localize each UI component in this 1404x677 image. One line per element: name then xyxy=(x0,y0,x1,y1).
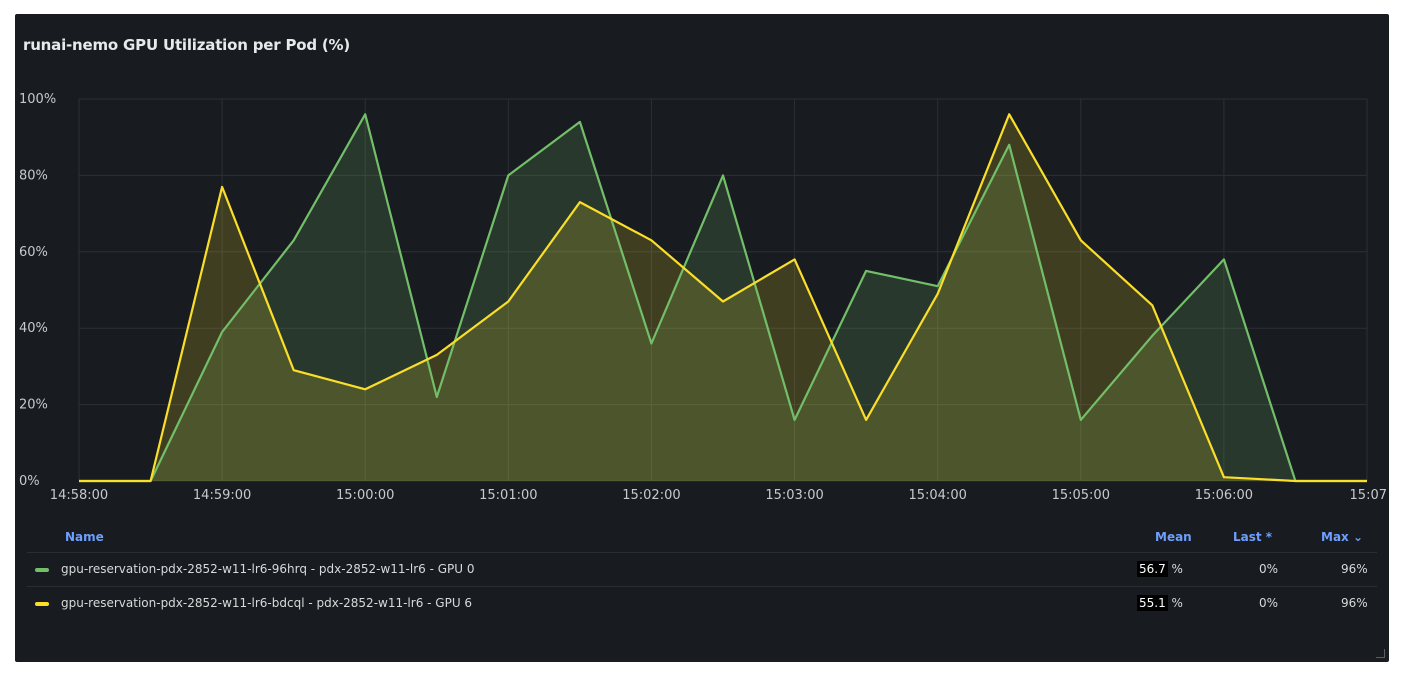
y-tick-label: 20% xyxy=(19,398,48,413)
x-tick-label: 15:03:00 xyxy=(765,488,823,503)
legend-last-value: 0% xyxy=(1259,562,1279,576)
y-axis-ticks: 0% 20% 40% 60% 80% 100% xyxy=(19,92,56,489)
legend-last-value: 0% xyxy=(1259,596,1279,610)
panel-resize-handle[interactable] xyxy=(1376,649,1385,658)
legend-header-last[interactable]: Last * xyxy=(1233,530,1273,544)
legend-series-name[interactable]: gpu-reservation-pdx-2852-w11-lr6-bdcql -… xyxy=(61,596,473,610)
series-areas xyxy=(79,114,1367,482)
series-line-1 xyxy=(79,113,1367,483)
legend-header-max[interactable]: Max ⌄ xyxy=(1321,530,1364,544)
series-color-swatch xyxy=(35,568,49,572)
y-tick-label: 40% xyxy=(19,321,48,336)
series-color-swatch xyxy=(35,602,49,606)
legend-mean-value: 56.7 % xyxy=(1137,561,1183,577)
legend-header-name[interactable]: Name xyxy=(65,530,104,544)
series-area-1 xyxy=(79,114,1367,482)
y-tick-label: 60% xyxy=(19,245,48,260)
x-tick-label: 14:58:00 xyxy=(50,488,108,503)
x-tick-label: 15:04:00 xyxy=(908,488,966,503)
y-tick-label: 0% xyxy=(19,474,40,489)
y-tick-label: 100% xyxy=(19,92,56,107)
chart-svg: 0% 20% 40% 60% 80% 100% 14:58:00 14:59:00 15:00… xyxy=(19,92,1387,503)
x-tick-label: 15:05:00 xyxy=(1052,488,1110,503)
x-tick-label: 15:00:00 xyxy=(336,488,394,503)
legend-table: Name Mean Last * Max ⌄ gpu-reservation-p… xyxy=(27,526,1377,620)
y-tick-label: 80% xyxy=(19,168,48,183)
legend-header: Name Mean Last * Max ⌄ xyxy=(27,526,1377,552)
series-lines xyxy=(79,113,1367,483)
legend-row[interactable]: gpu-reservation-pdx-2852-w11-lr6-bdcql -… xyxy=(27,586,1377,620)
series-area-0 xyxy=(79,114,1367,482)
chart-panel: runai-nemo GPU Utilization per Pod (%) 0… xyxy=(15,14,1389,662)
legend-header-mean[interactable]: Mean xyxy=(1155,530,1192,544)
legend-mean-value: 55.1 % xyxy=(1137,595,1183,611)
x-tick-label: 15:06:00 xyxy=(1195,488,1253,503)
series-line-0 xyxy=(79,113,1367,483)
x-tick-label: 15:07 xyxy=(1350,488,1387,503)
legend-row[interactable]: gpu-reservation-pdx-2852-w11-lr6-96hrq -… xyxy=(27,552,1377,586)
legend-max-value: 96% xyxy=(1341,562,1368,576)
x-axis-ticks: 14:58:00 14:59:00 15:00:00 15:01:00 15:02:00… xyxy=(50,488,1387,503)
x-tick-label: 15:02:00 xyxy=(622,488,680,503)
x-tick-label: 15:01:00 xyxy=(479,488,537,503)
panel-title[interactable]: runai-nemo GPU Utilization per Pod (%) xyxy=(23,36,351,54)
x-tick-label: 14:59:00 xyxy=(193,488,251,503)
legend-series-name[interactable]: gpu-reservation-pdx-2852-w11-lr6-96hrq -… xyxy=(61,562,475,576)
legend-max-value: 96% xyxy=(1341,596,1368,610)
